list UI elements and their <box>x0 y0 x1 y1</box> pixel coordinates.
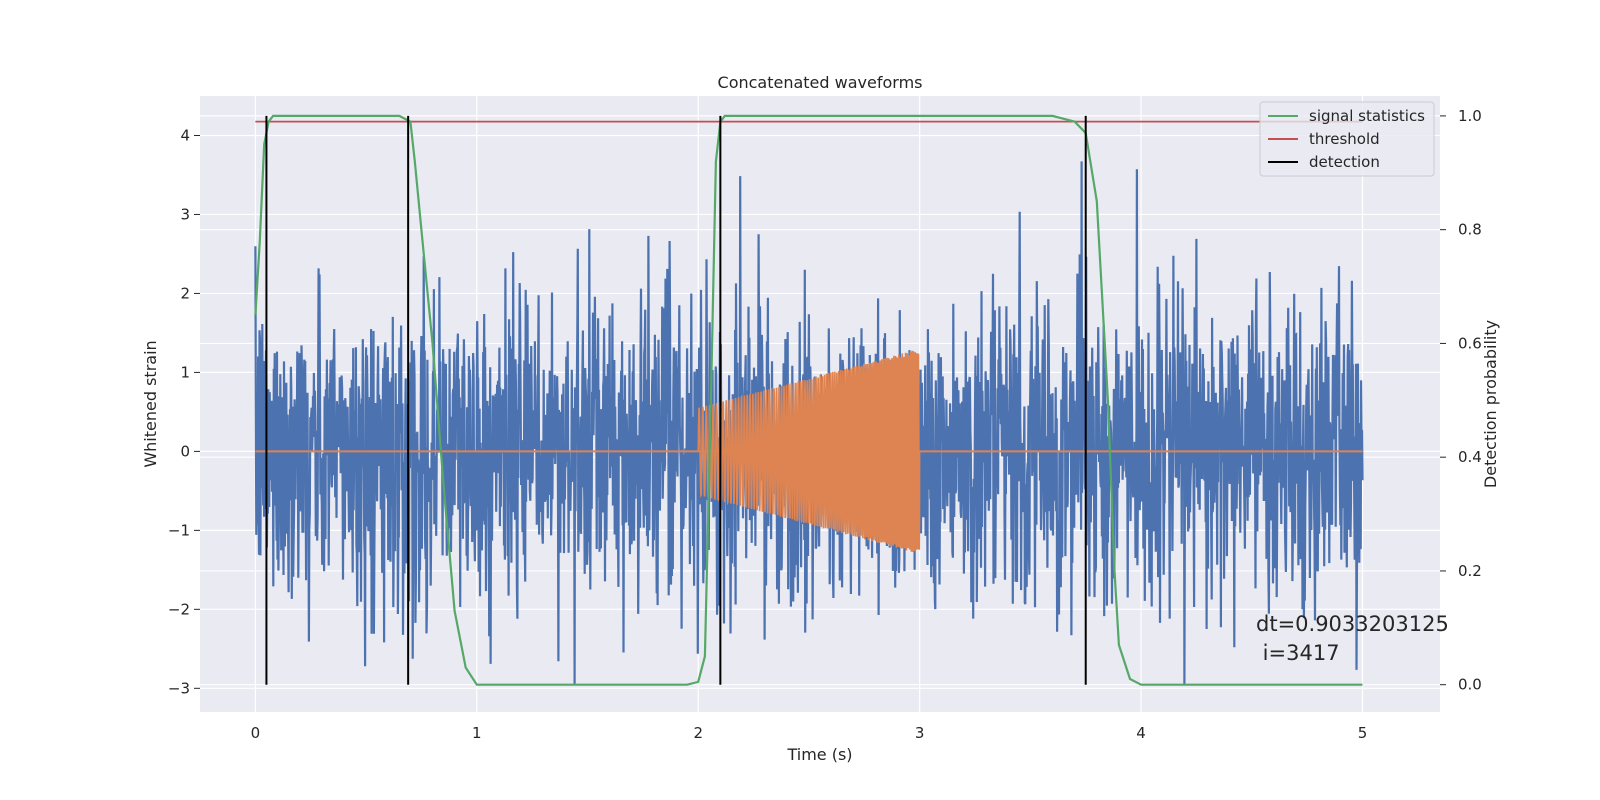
y-tick-label: 2 <box>180 284 190 302</box>
signal-statistics-line <box>254 114 1363 686</box>
y-tick-label: 0 <box>180 442 190 460</box>
right-tick-label: 0.6 <box>1458 334 1482 352</box>
y-tick-label: 1 <box>180 363 190 381</box>
y-axis-title: Whitened strain <box>141 340 160 467</box>
y-tick-label: 4 <box>180 126 190 144</box>
chart-title: Concatenated waveforms <box>718 73 923 92</box>
x-axis-ticks: 0 1 2 3 4 5 <box>251 724 1368 742</box>
chirp-waveform-series <box>697 350 921 552</box>
legend-signal-statistics-label: signal statistics <box>1309 107 1425 125</box>
y-axis-ticks: −3 −2 −1 0 1 2 3 4 <box>168 126 200 697</box>
detection-lines <box>265 115 1087 685</box>
y-tick-label: −1 <box>168 521 190 539</box>
right-tick-label: 0.0 <box>1458 676 1482 694</box>
right-tick-label: 0.8 <box>1458 221 1482 239</box>
right-tick-label: 0.4 <box>1458 448 1482 466</box>
y-tick-label: 3 <box>180 205 190 223</box>
legend-detection-label: detection <box>1309 153 1380 171</box>
annotation-dt: dt=0.9033203125 <box>1256 612 1449 636</box>
right-axis-ticks: 0.0 0.2 0.4 0.6 0.8 1.0 <box>1440 107 1482 694</box>
legend-threshold-label: threshold <box>1309 130 1380 148</box>
legend: signal statistics threshold detection <box>1259 101 1435 177</box>
right-tick-label: 0.2 <box>1458 562 1482 580</box>
x-axis-title: Time (s) <box>786 745 852 764</box>
x-tick-label: 4 <box>1136 724 1146 742</box>
right-tick-label: 1.0 <box>1458 107 1482 125</box>
y-tick-label: −2 <box>168 600 190 618</box>
right-axis-title: Detection probability <box>1481 320 1500 488</box>
x-tick-label: 3 <box>915 724 925 742</box>
y-tick-label: −3 <box>168 679 190 697</box>
annotation-index: i=3417 <box>1256 641 1340 665</box>
x-tick-label: 1 <box>472 724 482 742</box>
x-tick-label: 0 <box>251 724 261 742</box>
legend-box <box>1259 101 1435 177</box>
x-tick-label: 2 <box>693 724 703 742</box>
x-tick-label: 5 <box>1358 724 1368 742</box>
